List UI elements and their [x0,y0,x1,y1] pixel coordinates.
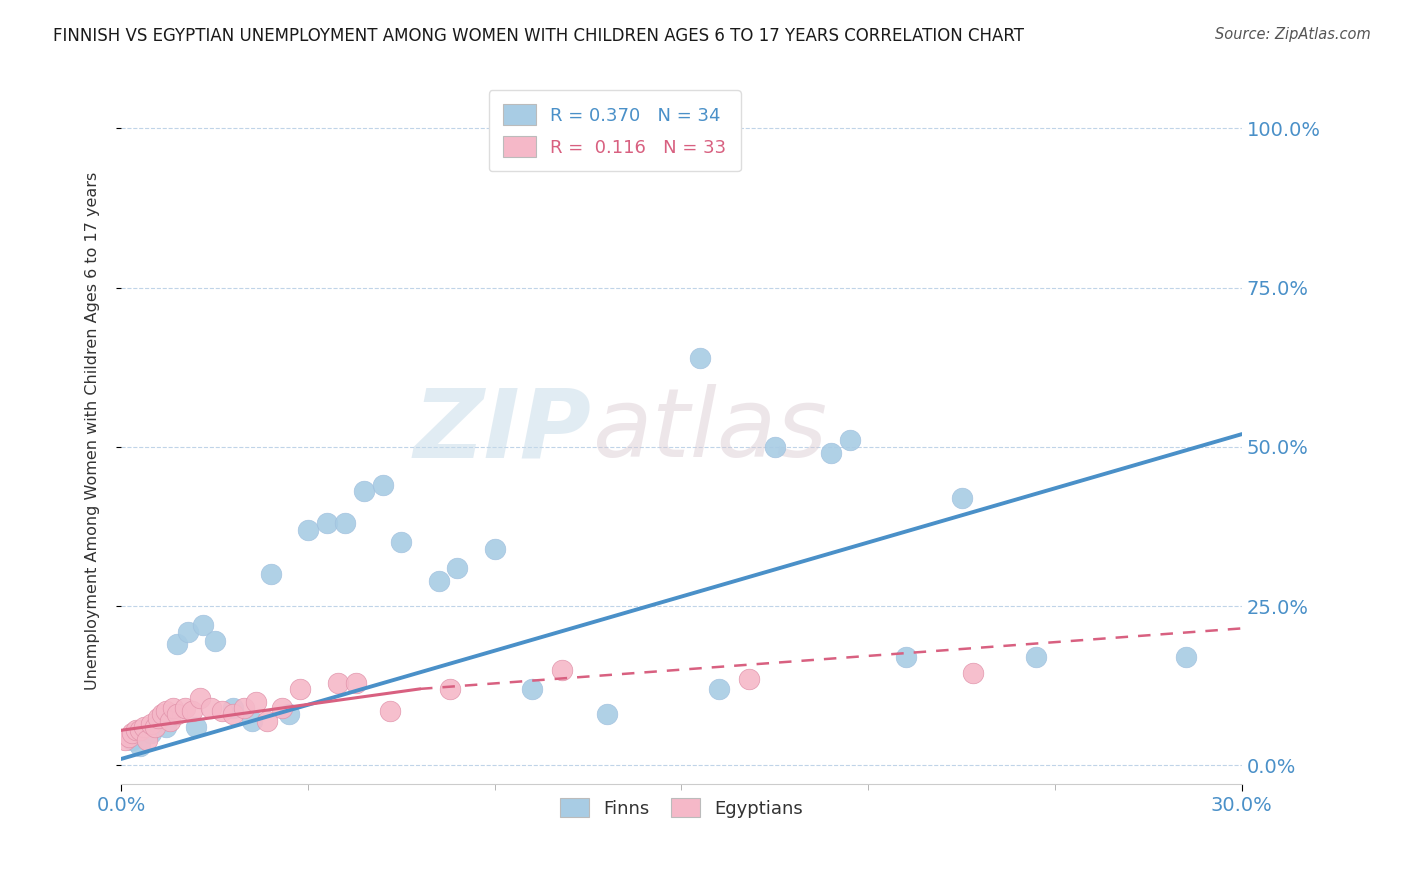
Point [222,707,245,722]
Point [820,446,842,460]
Y-axis label: Unemployment Among Women with Children Ages 6 to 17 years: Unemployment Among Women with Children A… [86,172,100,690]
Point [155,720,177,734]
Point [707,681,730,696]
Point [173,701,195,715]
Point [689,351,711,365]
Point [439,681,461,696]
Point [894,650,917,665]
Point [159,714,181,728]
Point [315,516,337,531]
Point [270,701,292,715]
Point [520,681,543,696]
Point [200,701,222,715]
Text: FINNISH VS EGYPTIAN UNEMPLOYMENT AMONG WOMEN WITH CHILDREN AGES 6 TO 17 YEARS CO: FINNISH VS EGYPTIAN UNEMPLOYMENT AMONG W… [53,27,1025,45]
Point [950,491,973,505]
Point [150,707,173,722]
Point [259,567,281,582]
Point [211,704,233,718]
Point [148,714,170,728]
Point [222,701,245,715]
Point [177,624,200,639]
Point [136,732,159,747]
Point [117,730,139,744]
Point [335,516,357,531]
Point [188,691,211,706]
Point [326,675,349,690]
Point [256,714,278,728]
Point [962,665,984,680]
Point [139,717,162,731]
Point [346,675,368,690]
Point [551,663,574,677]
Point [143,720,166,734]
Point [121,726,143,740]
Point [297,523,319,537]
Point [278,707,301,722]
Point [204,634,226,648]
Point [446,561,468,575]
Text: atlas: atlas [592,384,827,477]
Point [245,695,267,709]
Point [290,681,312,696]
Point [162,701,184,715]
Point [233,701,256,715]
Point [155,704,177,718]
Point [148,710,170,724]
Point [181,704,204,718]
Point [128,739,150,754]
Point [166,637,188,651]
Point [125,723,148,738]
Text: ZIP: ZIP [413,384,592,477]
Point [353,484,375,499]
Point [114,732,136,747]
Point [371,478,394,492]
Point [389,535,412,549]
Point [128,723,150,738]
Point [121,732,143,747]
Point [166,707,188,722]
Point [738,673,761,687]
Point [139,726,162,740]
Point [378,704,401,718]
Point [1025,650,1047,665]
Point [427,574,450,588]
Point [1174,650,1197,665]
Point [184,720,207,734]
Legend: Finns, Egyptians: Finns, Egyptians [553,790,810,825]
Point [763,440,786,454]
Point [596,707,619,722]
Text: Source: ZipAtlas.com: Source: ZipAtlas.com [1215,27,1371,42]
Point [240,714,263,728]
Point [132,720,155,734]
Point [484,541,506,556]
Point [838,434,860,448]
Point [193,618,215,632]
